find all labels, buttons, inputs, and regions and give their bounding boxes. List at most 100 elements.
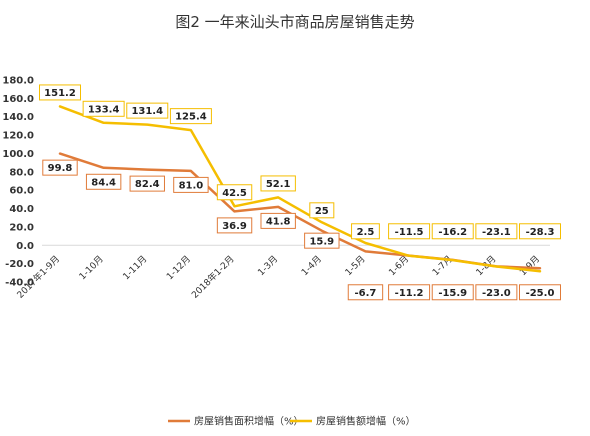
data-label-box	[82, 100, 125, 117]
data-label-area: 99.8	[42, 159, 78, 176]
y-tick-label: 60.0	[9, 186, 34, 197]
x-tick-label: 2018年1-2月	[189, 253, 237, 301]
data-label-box	[85, 173, 122, 190]
data-label-text: -11.5	[395, 227, 424, 238]
data-label-area: -6.7	[347, 284, 384, 301]
y-tick-label: 0.0	[16, 241, 34, 252]
legend-label: 房屋销售面积增幅（%）	[194, 415, 304, 428]
data-label-text: 52.1	[266, 179, 291, 190]
data-label-box	[519, 223, 561, 240]
data-label-text: 82.4	[135, 179, 160, 190]
data-label-text: -15.9	[438, 288, 467, 299]
data-label-box	[169, 108, 212, 125]
data-label-text: 125.4	[175, 112, 207, 123]
data-label-text: 15.9	[309, 236, 334, 247]
data-label-box	[519, 284, 561, 301]
data-label-amount: -28.3	[519, 223, 561, 240]
data-label-box	[388, 284, 431, 301]
data-labels: 99.8 84.4 82.4 81.0 36.9 41.8 15.9 -6.7 -11.2 -15…	[39, 84, 561, 301]
data-label-area: 82.4	[129, 175, 165, 192]
data-label-amount: 42.5	[216, 184, 253, 201]
series-line-amount	[58, 105, 542, 273]
x-tick-label: 1-11月	[121, 254, 150, 283]
y-tick-label: 80.0	[9, 167, 34, 178]
data-label-text: -6.7	[355, 288, 377, 299]
data-label-text: -11.2	[395, 288, 424, 299]
y-tick-label: 140.0	[2, 112, 34, 123]
series-lines	[58, 105, 542, 273]
data-label-box	[431, 284, 474, 301]
legend: 房屋销售面积增幅（%） 房屋销售额增幅（%）	[168, 415, 416, 428]
data-label-area: -11.2	[388, 284, 431, 301]
data-label-box	[475, 223, 518, 240]
data-label-area: -23.0	[475, 284, 518, 301]
data-label-text: 25	[315, 206, 329, 217]
data-label-box	[431, 223, 474, 240]
data-label-box	[126, 102, 169, 119]
data-label-text: 151.2	[44, 88, 76, 99]
x-tick-label: 1-5月	[343, 254, 368, 279]
data-label-amount: -11.5	[388, 223, 431, 240]
y-tick-label: 100.0	[2, 149, 34, 160]
data-label-box	[475, 284, 518, 301]
data-label-amount: 125.4	[169, 108, 212, 125]
data-label-amount: 133.4	[82, 100, 125, 117]
data-label-text: 99.8	[48, 163, 73, 174]
data-label-amount: -23.1	[475, 223, 518, 240]
data-label-box	[351, 223, 380, 240]
data-label-area: 41.8	[260, 212, 296, 229]
x-tick-label: 1-9月	[518, 254, 543, 279]
data-label-text: -23.1	[482, 227, 511, 238]
y-tick-label: 160.0	[2, 94, 34, 105]
y-tick-label: 40.0	[9, 204, 34, 215]
data-label-box	[304, 232, 340, 249]
data-label-area: -15.9	[431, 284, 474, 301]
data-label-text: 36.9	[222, 221, 247, 232]
data-label-amount: 25	[309, 202, 335, 219]
data-label-text: 41.8	[266, 216, 291, 227]
data-label-box	[347, 284, 384, 301]
chart-title: 图2 一年来汕头市商品房屋销售走势	[175, 13, 414, 31]
data-label-box	[129, 175, 165, 192]
data-label-box	[173, 176, 209, 193]
data-label-text: 2.5	[357, 227, 375, 238]
data-label-box	[216, 184, 253, 201]
data-label-box	[260, 175, 296, 192]
x-tick-label: 1-4月	[299, 254, 324, 279]
data-label-area: 36.9	[216, 217, 253, 234]
legend-label: 房屋销售额增幅（%）	[316, 415, 416, 428]
data-label-text: 42.5	[222, 188, 247, 199]
data-label-area: 81.0	[173, 176, 209, 193]
data-label-amount: 151.2	[39, 84, 81, 101]
data-label-area: -25.0	[519, 284, 561, 301]
y-tick-label: -40.0	[5, 278, 34, 289]
x-tick-label: 1-10月	[77, 254, 106, 283]
data-label-area: 15.9	[304, 232, 340, 249]
data-label-box	[260, 212, 296, 229]
data-label-text: -25.0	[526, 288, 555, 299]
data-label-box	[388, 223, 431, 240]
data-label-amount: 131.4	[126, 102, 169, 119]
data-label-box	[39, 84, 81, 101]
data-label-box	[216, 217, 253, 234]
data-label-text: -16.2	[438, 227, 467, 238]
y-tick-label: 120.0	[2, 131, 34, 142]
data-label-amount: -16.2	[431, 223, 474, 240]
y-tick-label: 180.0	[2, 76, 34, 87]
data-label-box	[42, 159, 78, 176]
y-tick-label: -20.0	[5, 259, 34, 270]
data-label-text: 133.4	[88, 104, 120, 115]
data-label-amount: 52.1	[260, 175, 296, 192]
data-label-amount: 2.5	[351, 223, 380, 240]
data-label-area: 84.4	[85, 173, 122, 190]
data-label-text: 84.4	[91, 177, 116, 188]
data-label-text: -28.3	[526, 227, 555, 238]
data-label-box	[309, 202, 335, 219]
x-tick-label: 1-3月	[256, 254, 281, 279]
data-label-text: 81.0	[179, 181, 204, 192]
x-tick-label: 1-6月	[387, 254, 412, 279]
x-tick-label: 1-12月	[164, 254, 193, 283]
data-label-text: -23.0	[482, 288, 511, 299]
y-tick-label: 20.0	[9, 222, 34, 233]
